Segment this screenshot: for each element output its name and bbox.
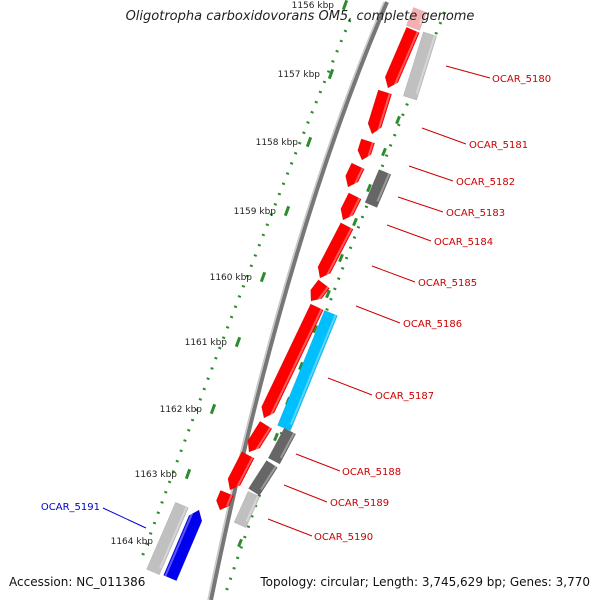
gene-label[interactable]: OCAR_5184 [434,237,493,248]
scale-label: 1162 kbp [160,405,203,415]
gene-leader-line [445,65,491,79]
gene-label[interactable]: OCAR_5188 [342,467,401,478]
cds-forward-faded[interactable] [406,7,427,31]
scale-label: 1163 kbp [135,470,178,480]
track-tick [395,115,401,125]
gene-leader-line [102,507,147,529]
feature-other-light[interactable] [146,501,189,576]
gene-label[interactable]: OCAR_5180 [492,74,551,85]
cds-forward-red[interactable] [342,162,365,190]
gene-leader-line [397,196,444,213]
gene-leader-line [408,165,454,182]
cds-forward-red[interactable] [314,222,354,281]
feature-other-light[interactable] [403,31,437,101]
gene-leader-line [267,518,313,537]
gene-leader-line [371,265,416,283]
scale-tick [283,205,291,217]
cds-forward-red[interactable] [305,279,330,306]
gene-leader-line [295,453,341,472]
genome-backbone-shadow [207,1,385,600]
gene-label[interactable]: OCAR_5187 [375,391,434,402]
track-tick [381,147,387,157]
cds-forward-red[interactable] [382,26,420,91]
gene-leader-line [355,305,401,324]
scale-label: 1159 kbp [234,207,277,217]
gene-label[interactable]: OCAR_5181 [469,140,528,151]
accession-label: Accession: NC_011386 [9,575,146,589]
gene-leader-line [421,127,467,145]
track-tick [325,289,331,299]
scale-label: 1157 kbp [278,70,321,80]
scale-label: 1161 kbp [185,338,228,348]
scale-label: 1156 kbp [292,1,335,11]
cds-forward-red[interactable] [214,490,234,512]
gene-label[interactable]: OCAR_5191 [41,502,100,513]
feature-rna-cyan[interactable] [277,310,338,431]
gene-label[interactable]: OCAR_5185 [418,278,477,289]
scale-label: 1158 kbp [256,138,299,148]
gene-label[interactable]: OCAR_5183 [446,208,505,219]
gene-label[interactable]: OCAR_5189 [330,498,389,509]
cds-forward-red[interactable] [337,192,362,223]
feature-other-dark[interactable] [248,460,278,496]
track-tick [338,253,344,263]
cds-forward-red[interactable] [224,451,255,493]
track-tick [352,217,358,227]
gene-label[interactable]: OCAR_5182 [456,177,515,188]
scale-tick [327,68,335,80]
scale-tick [305,136,313,148]
gene-leader-line [327,377,373,396]
feature-other-dark[interactable] [267,427,297,465]
genome-backbone [209,1,389,600]
track-tick [312,324,318,334]
scale-tick [341,0,349,11]
cds-reverse-blue[interactable] [163,507,206,582]
feature-other-dark[interactable] [364,169,392,208]
scale-tick [209,403,217,415]
scale-label: 1160 kbp [210,273,253,283]
track-tick [237,538,243,548]
gene-leader-line [283,484,328,503]
feature-other-light[interactable] [233,490,261,529]
genome-summary-label: Topology: circular; Length: 3,745,629 bp… [260,575,590,589]
track-tick [298,361,304,371]
scale-tick [184,468,192,480]
cds-forward-red[interactable] [355,138,375,162]
track-tick [366,183,372,193]
scale-label: 1164 kbp [111,537,154,547]
track-tick [273,432,279,442]
gene-label[interactable]: OCAR_5190 [314,532,373,543]
map-title: Oligotropha carboxidovorans OM5, complet… [125,9,475,24]
cds-forward-red[interactable] [243,420,273,455]
scale-tick [234,336,242,348]
gene-label[interactable]: OCAR_5186 [403,319,462,330]
scale-tick [259,271,267,283]
gene-leader-line [386,224,432,242]
cds-forward-red[interactable] [258,303,324,421]
cds-forward-red[interactable] [365,89,392,136]
